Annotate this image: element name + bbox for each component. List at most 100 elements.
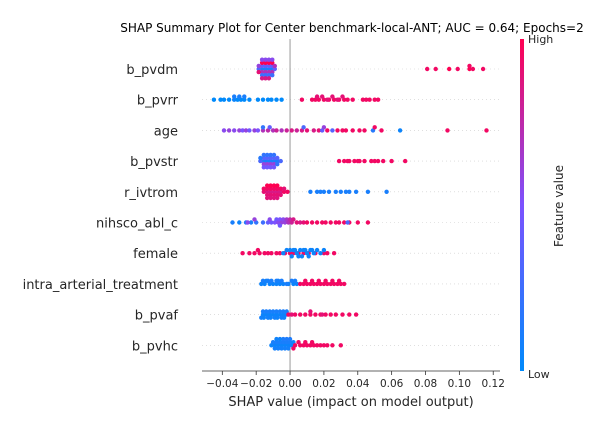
- shap-point: [292, 278, 298, 283]
- shap-point: [274, 251, 279, 256]
- shap-point: [256, 69, 261, 75]
- shap-point: [362, 158, 367, 164]
- shap-point: [397, 128, 403, 133]
- shap-point: [360, 97, 366, 102]
- shap-point: [325, 343, 330, 348]
- shap-point: [338, 343, 343, 348]
- shap-point: [255, 97, 261, 102]
- shap-point: [316, 128, 321, 133]
- shap-point: [323, 220, 328, 225]
- shap-point: [304, 128, 310, 133]
- shap-point: [321, 125, 327, 130]
- shap-point: [379, 128, 384, 133]
- shap-point: [309, 220, 315, 225]
- shap-point: [433, 66, 438, 72]
- shap-point: [303, 278, 308, 283]
- shap-point: [271, 158, 277, 164]
- shap-point: [355, 220, 360, 225]
- shap-point: [271, 186, 277, 191]
- shap-point: [445, 128, 450, 133]
- shap-point: [320, 94, 325, 99]
- shap-point: [330, 94, 335, 99]
- shap-point: [265, 251, 271, 256]
- shap-point: [318, 189, 323, 194]
- x-axis-label: SHAP value (impact on model output): [228, 395, 473, 410]
- shap-point: [265, 192, 270, 198]
- shap-point: [279, 278, 284, 283]
- shap-point: [232, 97, 237, 102]
- shap-point: [480, 66, 486, 72]
- x-tick-label: 0.12: [482, 378, 505, 390]
- x-tick-label: 0.06: [380, 378, 404, 390]
- shap-point: [336, 278, 342, 283]
- shap-point: [270, 57, 275, 62]
- shap-point: [369, 158, 374, 164]
- colorbar-gradient: [520, 39, 524, 371]
- shap-point: [342, 220, 347, 225]
- shap-point: [259, 69, 265, 75]
- feature-label: b_pvdm: [126, 63, 178, 78]
- shap-point: [318, 251, 323, 256]
- shap-point: [321, 343, 327, 348]
- shap-point: [265, 165, 270, 170]
- shap-point: [294, 128, 299, 133]
- shap-point: [284, 247, 289, 253]
- shap-point: [279, 128, 284, 133]
- shap-point: [367, 97, 372, 102]
- shap-point: [281, 309, 286, 314]
- shap-point: [314, 343, 320, 348]
- shap-point: [270, 60, 275, 65]
- shap-point: [281, 189, 287, 194]
- shap-point: [218, 97, 223, 102]
- shap-point: [266, 76, 272, 81]
- shap-point: [279, 346, 284, 351]
- shap-point: [282, 346, 288, 351]
- shap-point: [323, 312, 328, 317]
- shap-point: [261, 162, 266, 167]
- shap-point: [259, 60, 265, 65]
- shap-point: [258, 155, 263, 161]
- shap-point: [226, 97, 232, 102]
- shap-point: [291, 346, 296, 351]
- shap-point: [313, 312, 318, 317]
- shap-point: [267, 309, 272, 314]
- shap-point: [286, 312, 291, 317]
- shap-point: [275, 162, 280, 167]
- shap-point: [278, 189, 283, 194]
- x-tick-label: 0.10: [448, 378, 471, 390]
- shap-point: [240, 251, 245, 256]
- shap-point: [278, 186, 283, 191]
- shap-point: [237, 128, 242, 133]
- shap-point: [271, 155, 277, 161]
- shap-point: [338, 189, 343, 194]
- shap-point: [301, 125, 306, 130]
- shap-point: [211, 97, 217, 102]
- shap-point: [261, 155, 266, 161]
- shap-point: [263, 66, 268, 72]
- shap-point: [263, 76, 268, 81]
- shap-point: [240, 128, 245, 133]
- shap-point: [242, 97, 247, 102]
- x-tick-label: 0.08: [414, 378, 437, 390]
- shap-point: [303, 340, 308, 345]
- shap-point: [384, 189, 389, 194]
- shap-point: [291, 217, 296, 222]
- shap-point: [335, 97, 340, 102]
- shap-point: [325, 97, 330, 102]
- shap-point: [274, 97, 279, 102]
- shap-point: [268, 158, 273, 164]
- shap-point: [245, 220, 250, 225]
- shap-point: [296, 340, 301, 345]
- shap-point: [345, 220, 350, 225]
- shap-point: [265, 186, 270, 191]
- shap-point: [278, 158, 283, 164]
- shap-point: [314, 247, 320, 253]
- shap-point: [277, 340, 283, 345]
- shap-point: [268, 183, 273, 188]
- shap-point: [266, 69, 272, 75]
- shap-point: [325, 128, 330, 133]
- shap-point: [267, 217, 272, 222]
- shap-point: [309, 97, 315, 102]
